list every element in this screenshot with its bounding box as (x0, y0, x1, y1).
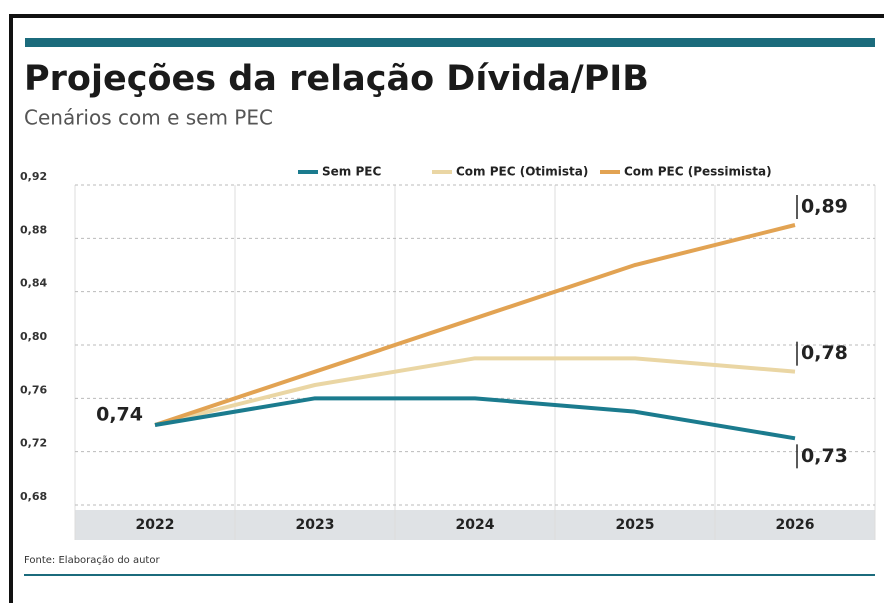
value-label: 0,73 (801, 445, 848, 467)
series-line (154, 356, 796, 427)
series-line (154, 396, 796, 441)
y-tick-label: 0,72 (20, 437, 47, 450)
category-strip (75, 510, 875, 540)
chart-title: Projeções da relação Dívida/PIB (24, 59, 649, 99)
x-tick-label: 2022 (136, 517, 175, 533)
frame (9, 14, 884, 603)
x-tick-label: 2023 (296, 517, 335, 533)
value-label: 0,89 (801, 196, 848, 218)
value-label: 0,74 (96, 404, 143, 426)
y-tick-label: 0,84 (20, 277, 47, 290)
y-tick-label: 0,68 (20, 490, 47, 503)
x-tick-label: 2024 (456, 517, 495, 533)
legend-label: Com PEC (Pessimista) (624, 165, 772, 179)
source: Fonte: Elaboração do autor (24, 555, 160, 566)
series-line (154, 223, 796, 427)
y-tick-label: 0,80 (20, 330, 47, 343)
chart-subtitle: Cenários com e sem PEC (24, 106, 273, 130)
value-label: 0,78 (801, 342, 848, 364)
y-tick-label: 0,88 (20, 223, 47, 236)
legend-label: Com PEC (Otimista) (456, 165, 588, 179)
y-tick-label: 0,76 (20, 383, 47, 396)
y-tick-label: 0,92 (20, 170, 47, 183)
legend-label: Sem PEC (322, 165, 381, 179)
x-tick-label: 2026 (776, 517, 815, 533)
top-bar (25, 38, 875, 47)
x-tick-label: 2025 (616, 517, 655, 533)
